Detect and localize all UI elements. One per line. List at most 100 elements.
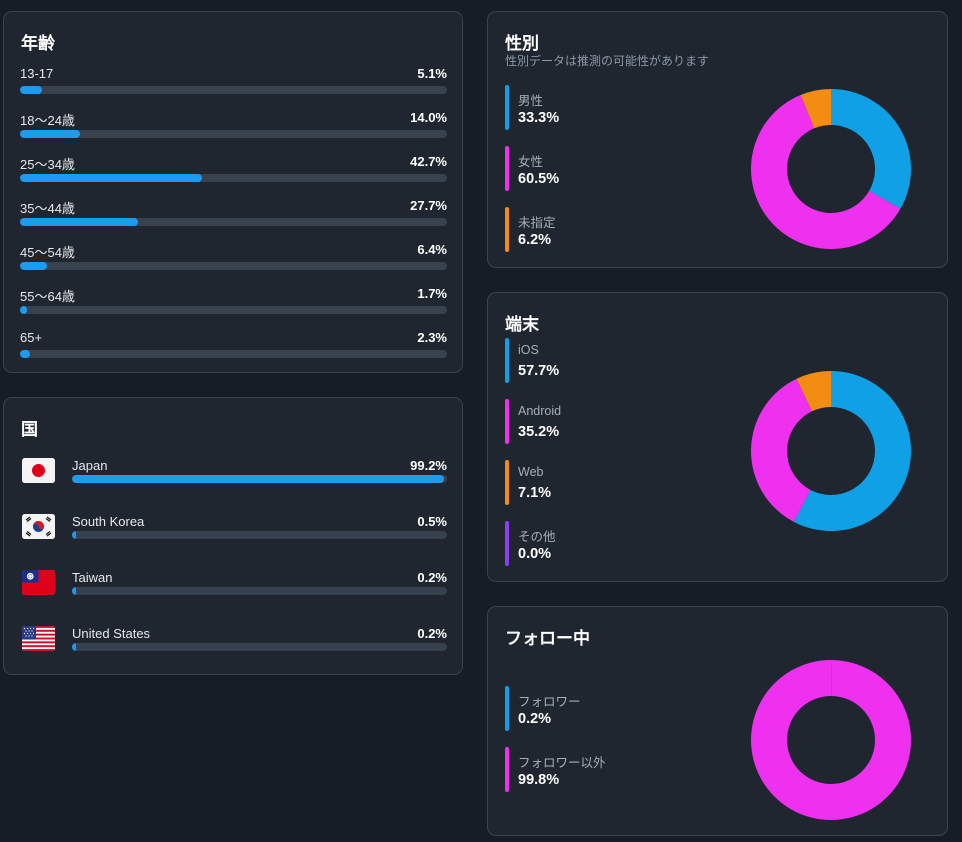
legend-color-bar	[505, 146, 509, 191]
device-card: 端末 iOS 57.7% Android 35.2% Web 7.1% その他 …	[487, 292, 948, 582]
legend-value: 60.5%	[518, 171, 560, 187]
age-value: 14.0%	[410, 110, 447, 125]
legend-label: Web	[518, 465, 544, 479]
legend-color-bar	[505, 338, 509, 383]
age-value: 1.7%	[417, 286, 447, 301]
age-label: 45〜54歳	[20, 245, 75, 260]
japan-flag-icon	[22, 458, 55, 483]
age-bar-track	[20, 86, 447, 94]
age-row: 45〜54歳 6.4%	[20, 242, 447, 272]
country-bar-track	[72, 531, 447, 539]
age-bar-track	[20, 130, 447, 138]
age-card: 年齢 13-17 5.1% 18〜24歳 14.0% 25〜34歳 42.7% …	[3, 11, 463, 373]
age-label: 35〜44歳	[20, 201, 75, 216]
age-row: 35〜44歳 27.7%	[20, 198, 447, 228]
legend-label: その他	[518, 530, 556, 544]
country-bar-fill	[72, 531, 76, 539]
age-row: 55〜64歳 1.7%	[20, 286, 447, 316]
age-bar-fill	[20, 130, 80, 138]
age-label: 18〜24歳	[20, 113, 75, 128]
donut-segment-0	[831, 89, 911, 209]
country-label: South Korea	[72, 514, 145, 529]
country-bar-track	[72, 643, 447, 651]
legend-color-bar	[505, 207, 509, 252]
age-bar-fill	[20, 218, 139, 226]
us-flag-icon	[22, 626, 55, 651]
legend-value: 99.8%	[518, 772, 560, 788]
age-value: 42.7%	[410, 154, 447, 169]
country-value: 0.2%	[417, 570, 447, 585]
legend-value: 57.7%	[518, 363, 560, 379]
gender-title: 性別	[505, 34, 539, 53]
country-label: Japan	[72, 458, 108, 473]
age-bar-track	[20, 174, 447, 182]
country-value: 99.2%	[410, 458, 447, 473]
taiwan-flag-icon	[22, 570, 55, 595]
country-title: 国	[21, 420, 38, 439]
age-bar-fill	[20, 350, 30, 358]
follow-donut-chart	[751, 660, 911, 820]
country-bar-track	[72, 475, 447, 483]
age-row: 13-17 5.1%	[20, 66, 447, 96]
follow-title: フォロー中	[505, 629, 590, 648]
legend-label: iOS	[518, 343, 539, 357]
legend-label: フォロワー	[518, 695, 581, 709]
legend-label: 女性	[518, 155, 544, 169]
country-card: 国 Japan 99.2% South	[3, 397, 463, 675]
legend-value: 0.0%	[518, 546, 552, 562]
country-bar-fill	[72, 475, 444, 483]
age-label: 13-17	[20, 66, 54, 81]
age-label: 65+	[20, 330, 43, 345]
legend-value: 0.2%	[518, 711, 552, 727]
legend-color-bar	[505, 521, 509, 566]
legend-label: フォロワー以外	[518, 756, 606, 770]
age-bar-track	[20, 218, 447, 226]
device-donut-chart	[751, 371, 911, 531]
age-value: 6.4%	[417, 242, 447, 257]
age-value: 2.3%	[417, 330, 447, 345]
legend-value: 33.3%	[518, 110, 560, 126]
legend-label: 未指定	[518, 216, 556, 230]
country-bar-fill	[72, 643, 76, 651]
country-bar-track	[72, 587, 447, 595]
age-value: 27.7%	[410, 198, 447, 213]
age-bar-fill	[20, 86, 42, 94]
age-bar-track	[20, 262, 447, 270]
age-label: 55〜64歳	[20, 289, 75, 304]
legend-value: 7.1%	[518, 485, 552, 501]
donut-segment-0	[831, 660, 833, 697]
country-bar-fill	[72, 587, 76, 595]
gender-subtitle: 性別データは推測の可能性があります	[505, 54, 710, 68]
legend-color-bar	[505, 85, 509, 130]
donut-segment-0	[793, 371, 911, 531]
south-korea-flag-icon	[22, 514, 55, 539]
age-bar-track	[20, 306, 447, 314]
donut-segment-1	[751, 94, 901, 250]
country-label: United States	[72, 626, 151, 641]
gender-card: 性別 性別データは推測の可能性があります 男性 33.3% 女性 60.5% 未…	[487, 11, 948, 268]
age-row: 18〜24歳 14.0%	[20, 110, 447, 140]
legend-label: 男性	[518, 94, 544, 108]
age-value: 5.1%	[417, 66, 447, 81]
follow-card: フォロー中 フォロワー 0.2% フォロワー以外 99.8%	[487, 606, 948, 836]
legend-label: Android	[518, 404, 562, 418]
legend-value: 35.2%	[518, 424, 560, 440]
country-label: Taiwan	[72, 570, 113, 585]
age-label: 25〜34歳	[20, 157, 75, 172]
donut-segment-1	[751, 378, 813, 522]
country-value: 0.5%	[417, 514, 447, 529]
country-row: United States 0.2%	[22, 626, 447, 666]
legend-value: 6.2%	[518, 232, 552, 248]
legend-color-bar	[505, 399, 509, 444]
age-bar-fill	[20, 174, 203, 182]
age-bar-fill	[20, 262, 48, 270]
donut-segment-1	[751, 660, 911, 820]
country-row: Taiwan 0.2%	[22, 570, 447, 610]
age-row: 25〜34歳 42.7%	[20, 154, 447, 184]
country-row: Japan 99.2%	[22, 458, 447, 498]
country-value: 0.2%	[417, 626, 447, 641]
age-bar-track	[20, 350, 447, 358]
country-row: South Korea 0.5%	[22, 514, 447, 554]
donut-segment-2	[800, 89, 831, 129]
legend-color-bar	[505, 686, 509, 731]
